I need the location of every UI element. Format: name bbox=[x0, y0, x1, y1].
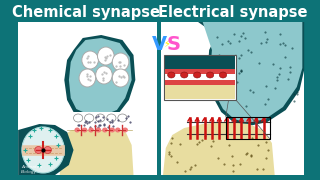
Bar bbox=[226, 117, 270, 139]
Text: ⚡: ⚡ bbox=[163, 39, 170, 49]
Polygon shape bbox=[64, 35, 135, 120]
Circle shape bbox=[98, 47, 114, 65]
Ellipse shape bbox=[102, 127, 108, 132]
Bar bbox=[18, 22, 156, 175]
Ellipse shape bbox=[123, 127, 128, 132]
Ellipse shape bbox=[75, 127, 80, 132]
Polygon shape bbox=[60, 122, 133, 175]
Bar bbox=[165, 69, 235, 74]
Polygon shape bbox=[203, 22, 302, 123]
Ellipse shape bbox=[82, 127, 87, 132]
Text: Animated: Animated bbox=[21, 165, 42, 169]
Ellipse shape bbox=[109, 127, 115, 132]
Bar bbox=[161, 22, 304, 175]
Ellipse shape bbox=[180, 72, 188, 78]
Ellipse shape bbox=[96, 114, 105, 122]
Text: Biology: Biology bbox=[21, 170, 37, 174]
Ellipse shape bbox=[206, 72, 214, 78]
Ellipse shape bbox=[219, 72, 227, 78]
Ellipse shape bbox=[35, 147, 42, 154]
Circle shape bbox=[96, 66, 112, 84]
Circle shape bbox=[112, 69, 129, 87]
Text: Electrical synapse: Electrical synapse bbox=[158, 4, 308, 19]
Ellipse shape bbox=[107, 114, 116, 122]
Circle shape bbox=[82, 51, 99, 69]
Ellipse shape bbox=[118, 114, 127, 122]
Ellipse shape bbox=[44, 147, 52, 154]
Bar bbox=[165, 80, 235, 85]
Polygon shape bbox=[163, 122, 275, 175]
Circle shape bbox=[22, 127, 64, 173]
Ellipse shape bbox=[88, 127, 94, 132]
Ellipse shape bbox=[194, 72, 201, 78]
Polygon shape bbox=[18, 124, 74, 175]
Polygon shape bbox=[198, 22, 304, 126]
Circle shape bbox=[112, 53, 129, 71]
Polygon shape bbox=[69, 38, 132, 115]
Text: V: V bbox=[152, 35, 167, 53]
Ellipse shape bbox=[168, 72, 175, 78]
Ellipse shape bbox=[84, 114, 94, 122]
Bar bbox=[164, 55, 236, 100]
Text: S: S bbox=[167, 35, 181, 53]
Ellipse shape bbox=[96, 127, 101, 132]
Bar bbox=[165, 83, 235, 99]
Polygon shape bbox=[71, 112, 133, 130]
Ellipse shape bbox=[74, 114, 83, 122]
Text: Chemical synapse: Chemical synapse bbox=[12, 4, 159, 19]
Ellipse shape bbox=[115, 127, 121, 132]
Bar bbox=[165, 56, 235, 70]
Circle shape bbox=[79, 69, 96, 87]
